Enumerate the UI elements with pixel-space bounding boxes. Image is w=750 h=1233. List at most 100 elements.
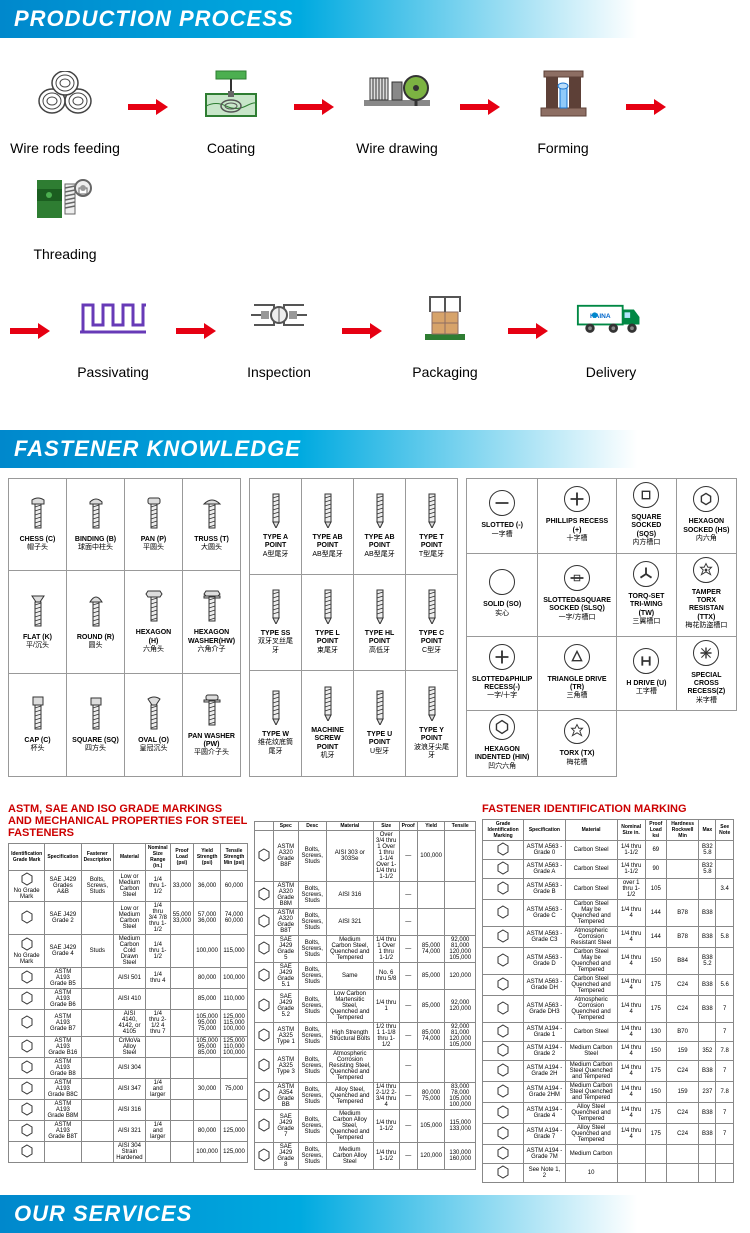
drive-type-cell: H DRIVE (U)工字槽 xyxy=(616,636,676,711)
fim-table: Grade Identification MarkingSpecificatio… xyxy=(482,819,734,1183)
point-type-cell: TYPE C POINTC型牙 xyxy=(406,574,458,670)
arrow-icon xyxy=(176,323,216,339)
coating-icon xyxy=(196,58,266,128)
astm-header: Yield Strength (psi) xyxy=(194,844,221,871)
head-type-cell: CHESS (C)帽子头 xyxy=(9,479,67,571)
astm-table-1: Identification Grade MarkSpecificationFa… xyxy=(8,843,248,1163)
process-section: Wire rods feeding Coating Wire drawing F… xyxy=(0,38,750,430)
astm-title: ASTM, SAE AND ISO GRADE MARKINGS AND MEC… xyxy=(8,803,248,839)
fim-row: ASTM A563 - Grade DH3Atmospheric Corrosi… xyxy=(483,996,734,1023)
point-type-cell: TYPE HL POINT高低牙 xyxy=(354,574,406,670)
fim-title: FASTENER IDENTIFICATION MARKING xyxy=(482,803,734,815)
astm-row: ASTM A193 Grade B5AISI 5011/4 thru 480,0… xyxy=(9,968,248,989)
astm-row: ASTM A325 Type 1Bolts, Screws, StudsHigh… xyxy=(255,1023,476,1050)
point-type-cell: TYPE W维花纹底筒尾牙 xyxy=(250,670,302,776)
astm-row: SAE J429 Grade 7Bolts, Screws, StudsMedi… xyxy=(255,1110,476,1143)
drive-type-cell: SQUARE SOCKED (SQS)内方槽口 xyxy=(616,479,676,554)
drive-type-cell: SLOTTED&SQUARE SOCKED (SLSQ)一字/方槽口 xyxy=(538,553,617,636)
point-type-cell: MACHINE SCREW POINT机牙 xyxy=(302,670,354,776)
astm-row: SAE J429 Grade 5.2Bolts, Screws, StudsLo… xyxy=(255,990,476,1023)
fim-header: Grade Identification Marking xyxy=(483,820,524,841)
head-type-cell: BINDING (B)球面中柱头 xyxy=(67,479,125,571)
step-label: Wire drawing xyxy=(356,140,438,156)
step-label: Packaging xyxy=(412,364,477,380)
fim-row: ASTM A563 - Grade DHCarbon Steel Quenche… xyxy=(483,975,734,996)
step-label: Inspection xyxy=(247,364,311,380)
point-type-cell: TYPE AB POINTAB型尾牙 xyxy=(302,479,354,575)
astm-header: Identification Grade Mark xyxy=(9,844,45,871)
astm-header: Nominal Size Range (in.) xyxy=(145,844,170,871)
point-type-cell: TYPE U POINTU型牙 xyxy=(354,670,406,776)
astm-row: ASTM A354 Grade BBBolts, Screws, StudsAl… xyxy=(255,1083,476,1110)
fim-header: Hardness Rockwell Min xyxy=(666,820,698,841)
step-label: Coating xyxy=(207,140,255,156)
astm-row: ASTM A193 Grade B6AISI 41085,000110,000 xyxy=(9,989,248,1010)
fim-row: ASTM A194 - Grade 2Medium Carbon Steel1/… xyxy=(483,1042,734,1061)
step-passivating: Passivating xyxy=(58,282,168,380)
astm-row: ASTM A320 Grade B8FBolts, Screws, StudsA… xyxy=(255,831,476,882)
head-type-cell: HEXAGON WASHER(HW)六角介子 xyxy=(183,570,241,673)
head-type-cell: SQUARE (SQ)四方头 xyxy=(67,674,125,777)
astm-row: SAE J429 Grade 5.1Bolts, Screws, StudsSa… xyxy=(255,963,476,990)
fim-header: See Note xyxy=(716,820,734,841)
threading-icon xyxy=(30,164,100,234)
astm-row: SAE J429 Grade 8Bolts, Screws, StudsMedi… xyxy=(255,1143,476,1170)
head-type-cell: HEXAGON (H)六角头 xyxy=(125,570,183,673)
head-type-cell: PAN (P)平圆头 xyxy=(125,479,183,571)
step-inspection: Inspection xyxy=(224,282,334,380)
fim-row: ASTM A563 - Grade DCarbon Steel May be Q… xyxy=(483,948,734,975)
drive-type-cell: TORX (TX)梅花槽 xyxy=(538,711,617,777)
fim-row: ASTM A194 - Grade 2HMedium Carbon Steel … xyxy=(483,1061,734,1082)
fim-row: ASTM A563 - Grade ACarbon Steel1/4 thru … xyxy=(483,860,734,879)
point-type-cell: TYPE A POINTA型尾牙 xyxy=(250,479,302,575)
arrow-icon xyxy=(342,323,382,339)
point-type-cell: TYPE L POINT束尾牙 xyxy=(302,574,354,670)
astm-row: SAE J429 Grade 2Low or Medium Carbon Ste… xyxy=(9,902,248,935)
head-type-cell: TRUSS (T)大圆头 xyxy=(183,479,241,571)
fim-row: ASTM A194 - Grade 1Carbon Steel1/4 thru … xyxy=(483,1023,734,1042)
fim-row: ASTM A563 - Grade BCarbon Steelover 1 th… xyxy=(483,879,734,900)
production-header: PRODUCTION PROCESS xyxy=(0,0,750,38)
astm-row: ASTM A193 Grade B8MAISI 316 xyxy=(9,1100,248,1121)
knowledge-section: CHESS (C)帽子头BINDING (B)球面中柱头PAN (P)平圆头TR… xyxy=(0,468,750,797)
fim-row: ASTM A563 - Grade CCarbon Steel May be Q… xyxy=(483,900,734,927)
step-coating: Coating xyxy=(176,58,286,156)
step-label: Delivery xyxy=(586,364,637,380)
astm-header: Material xyxy=(114,844,146,871)
spec-section: ASTM, SAE AND ISO GRADE MARKINGS AND MEC… xyxy=(0,797,750,1195)
fim-header: Max xyxy=(699,820,716,841)
astm-header: Specification xyxy=(45,844,81,871)
drawing-icon xyxy=(362,58,432,128)
step-drawing: Wire drawing xyxy=(342,58,452,156)
arrow-icon xyxy=(294,99,334,115)
astm-row: No Grade MarkSAE J429 Grade 4StudsMedium… xyxy=(9,935,248,968)
astm-row: ASTM A325 Type 3Bolts, Screws, StudsAtmo… xyxy=(255,1050,476,1083)
services-header: OUR SERVICES xyxy=(0,1195,750,1233)
arrow-icon xyxy=(508,323,548,339)
point-type-cell: TYPE T POINTT型尾牙 xyxy=(406,479,458,575)
fim-row: ASTM A563 - Grade C3Atmospheric Corrosio… xyxy=(483,927,734,948)
knowledge-header: FASTENER KNOWLEDGE xyxy=(0,430,750,468)
astm-row: ASTM A193 Grade B16CrMoVa Alloy Steel105… xyxy=(9,1037,248,1058)
step-delivery: HAINA Delivery xyxy=(556,282,666,380)
drive-type-cell: SLOTTED&PHILIP RECESS(-)一字/十字 xyxy=(467,636,538,711)
astm-row: ASTM A193 Grade B8AISI 304 xyxy=(9,1058,248,1079)
fim-header: Specification xyxy=(524,820,565,841)
drive-type-cell: HEXAGON INDENTED (HIN)凹穴六角 xyxy=(467,711,538,777)
fim-row: ASTM A563 - Grade 0Carbon Steel1/4 thru … xyxy=(483,841,734,860)
fim-row: ASTM A194 - Grade 7MMedium Carbon xyxy=(483,1145,734,1164)
drive-type-cell: TRIANGLE DRIVE (TR)三角槽 xyxy=(538,636,617,711)
wire-rods-icon xyxy=(30,58,100,128)
delivery-icon: HAINA xyxy=(576,282,646,352)
packaging-icon xyxy=(410,282,480,352)
astm-row: ASTM A320 Grade B8TBolts, Screws, StudsA… xyxy=(255,909,476,936)
astm-row: SAE J429 Grade 5Bolts, Screws, StudsMedi… xyxy=(255,936,476,963)
step-label: Forming xyxy=(537,140,588,156)
drive-type-cell: SPECIAL CROSS RECESS(Z)米字槽 xyxy=(676,636,736,711)
fim-row: ASTM A194 - Grade 4Alloy Steel Quenched … xyxy=(483,1103,734,1124)
astm-row: ASTM A193 Grade B8CAISI 3471/4 and large… xyxy=(9,1079,248,1100)
point-type-cell: TYPE SS双牙叉丝尾牙 xyxy=(250,574,302,670)
inspection-icon xyxy=(244,282,314,352)
step-packaging: Packaging xyxy=(390,282,500,380)
drive-type-cell: SLOTTED (-)一字槽 xyxy=(467,479,538,554)
